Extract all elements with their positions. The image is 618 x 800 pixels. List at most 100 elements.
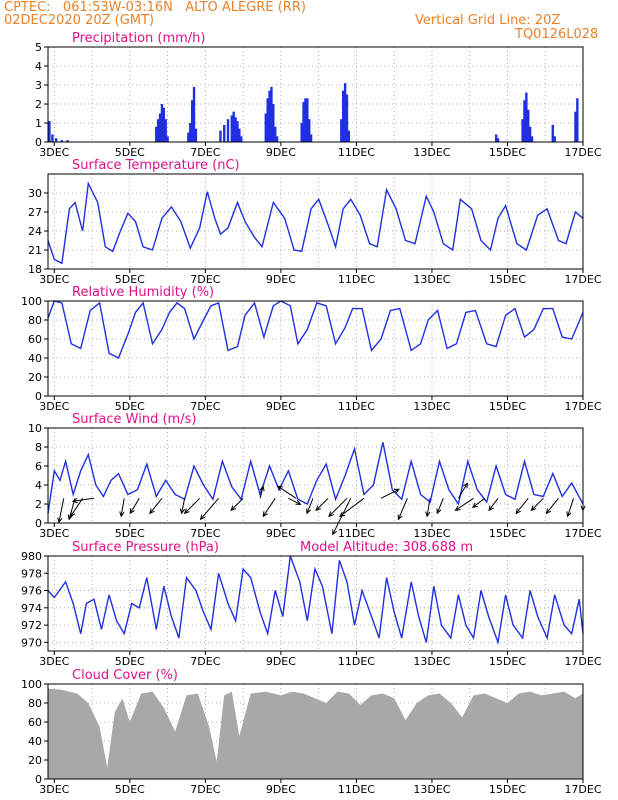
y-tick-label: 20: [28, 371, 42, 384]
wind-arrow: [567, 498, 575, 517]
panel-title: Relative Humidity (%): [72, 285, 214, 300]
precip-bar: [238, 128, 241, 142]
precip-bar: [300, 123, 303, 142]
wind-arrow-head: [119, 511, 125, 518]
panel-frame: [47, 427, 584, 524]
y-tick-label: 40: [28, 735, 42, 748]
y-tick-label: 0: [35, 773, 42, 786]
precip-bar: [226, 119, 230, 142]
precip-bar: [551, 124, 554, 142]
y-tick-label: 20: [28, 754, 42, 767]
x-tick-label: 17DEC: [564, 400, 601, 413]
wind-arrow-head: [262, 511, 268, 518]
x-tick-label: 5DEC: [115, 400, 145, 413]
x-tick-label: 3DEC: [39, 273, 69, 286]
y-tick-label: 24: [28, 225, 42, 238]
x-tick-label: 15DEC: [489, 655, 526, 668]
x-tick-label: 11DEC: [338, 783, 375, 796]
precip-bar: [48, 121, 51, 142]
wind-arrow: [515, 497, 529, 514]
precip-bar: [521, 119, 524, 142]
x-tick-label: 5DEC: [115, 146, 145, 159]
x-tick-label: 5DEC: [115, 273, 145, 286]
x-tick-label: 9DEC: [266, 146, 296, 159]
x-tick-label: 3DEC: [39, 783, 69, 796]
y-tick-label: 970: [21, 636, 42, 649]
precip-bar: [268, 90, 271, 142]
precip-bar: [576, 98, 579, 142]
wind-arrow: [72, 497, 95, 502]
precip-bar: [162, 107, 166, 142]
precip-bar: [66, 140, 69, 142]
precip-bar: [304, 98, 307, 142]
x-tick-label: 13DEC: [413, 273, 450, 286]
precip-bar: [232, 111, 235, 142]
precip-bar: [302, 102, 305, 142]
precip-bar: [264, 113, 267, 142]
x-tick-label: 17DEC: [564, 527, 601, 540]
wind-arrow: [339, 497, 365, 517]
wind-arrow: [277, 485, 297, 499]
wind-arrow-head: [183, 508, 190, 515]
wind-arrow-head: [69, 511, 76, 518]
wind-arrow: [436, 498, 444, 514]
panel-frame: [47, 173, 584, 270]
precip-bar: [156, 119, 160, 142]
precip-bar: [306, 98, 309, 142]
x-tick-label: 13DEC: [413, 146, 450, 159]
precip-bar: [234, 117, 237, 142]
header-station-line: CPTEC: 061:53W-03:16N ALTO ALEGRE (RR): [4, 0, 306, 15]
x-tick-label: 15DEC: [489, 400, 526, 413]
precip-bar: [530, 136, 534, 142]
x-tick-label: 15DEC: [489, 527, 526, 540]
panel-frame: [47, 300, 584, 397]
x-tick-label: 7DEC: [190, 146, 220, 159]
precip-bar: [574, 111, 577, 142]
wind-arrow-head: [332, 529, 338, 536]
series-line: [47, 555, 584, 646]
y-tick-label: 60: [28, 716, 42, 729]
x-tick-label: 11DEC: [338, 527, 375, 540]
wind-arrow: [230, 497, 244, 511]
x-tick-label: 17DEC: [564, 783, 601, 796]
precip-bar: [272, 104, 275, 142]
wind-arrow-head: [129, 508, 135, 515]
y-tick-label: 4: [35, 479, 42, 492]
precip-bar: [266, 98, 269, 142]
y-tick-label: 100: [21, 295, 42, 308]
wind-arrow: [70, 498, 84, 517]
panel-frame: [47, 555, 584, 652]
wind-arrow: [455, 497, 474, 511]
y-tick-label: 80: [28, 314, 42, 327]
x-tick-label: 9DEC: [266, 273, 296, 286]
wind-arrow: [149, 497, 163, 514]
header-model-code: TQ0126L028: [515, 27, 599, 42]
precip-bar: [525, 92, 528, 142]
x-tick-label: 5DEC: [115, 783, 145, 796]
wind-arrow: [397, 498, 408, 520]
x-tick-label: 11DEC: [338, 655, 375, 668]
precip-bar: [158, 113, 162, 142]
panel-0: Precipitation (mm/h) 0 1 2 3 4 5 3DEC 5DEC 7DEC 9D…: [35, 31, 602, 159]
precip-bar: [230, 115, 233, 142]
wind-arrow-head: [259, 485, 265, 492]
precip-bar: [345, 94, 349, 142]
x-tick-label: 17DEC: [564, 146, 601, 159]
wind-arrow: [306, 498, 314, 514]
panel-title: Surface Temperature (nC): [72, 158, 240, 173]
x-tick-label: 9DEC: [266, 783, 296, 796]
wind-arrow: [200, 497, 219, 520]
precip-bar: [219, 130, 222, 142]
precip-bar: [347, 130, 351, 142]
wind-arrow-head: [454, 505, 461, 511]
wind-arrow: [129, 498, 140, 514]
y-tick-label: 27: [28, 206, 42, 219]
x-tick-label: 7DEC: [190, 400, 220, 413]
panel-title: Surface Pressure (hPa): [72, 540, 219, 555]
y-tick-label: 0: [35, 136, 42, 149]
x-tick-label: 9DEC: [266, 527, 296, 540]
precip-bar: [275, 136, 279, 142]
wind-arrow-head: [471, 502, 478, 508]
x-tick-label: 9DEC: [266, 655, 296, 668]
